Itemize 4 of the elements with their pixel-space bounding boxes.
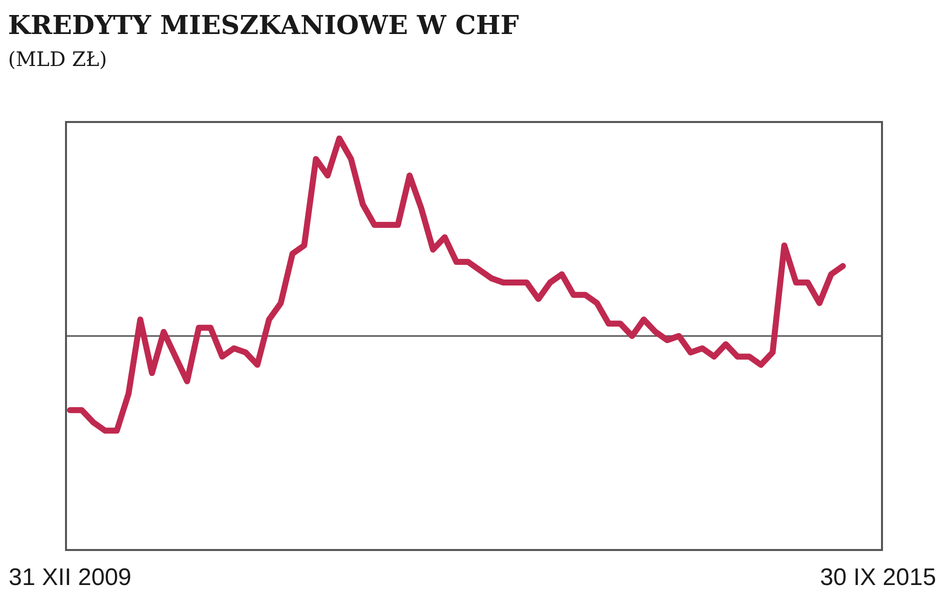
chart-subtitle: (MLD ZŁ) [8, 47, 108, 71]
chart-title: KREDYTY MIESZKANIOWE W CHF [8, 11, 520, 41]
x-tick-label: 30 IX 2015 [820, 564, 936, 591]
x-tick-label: 31 XII 2009 [8, 564, 132, 591]
